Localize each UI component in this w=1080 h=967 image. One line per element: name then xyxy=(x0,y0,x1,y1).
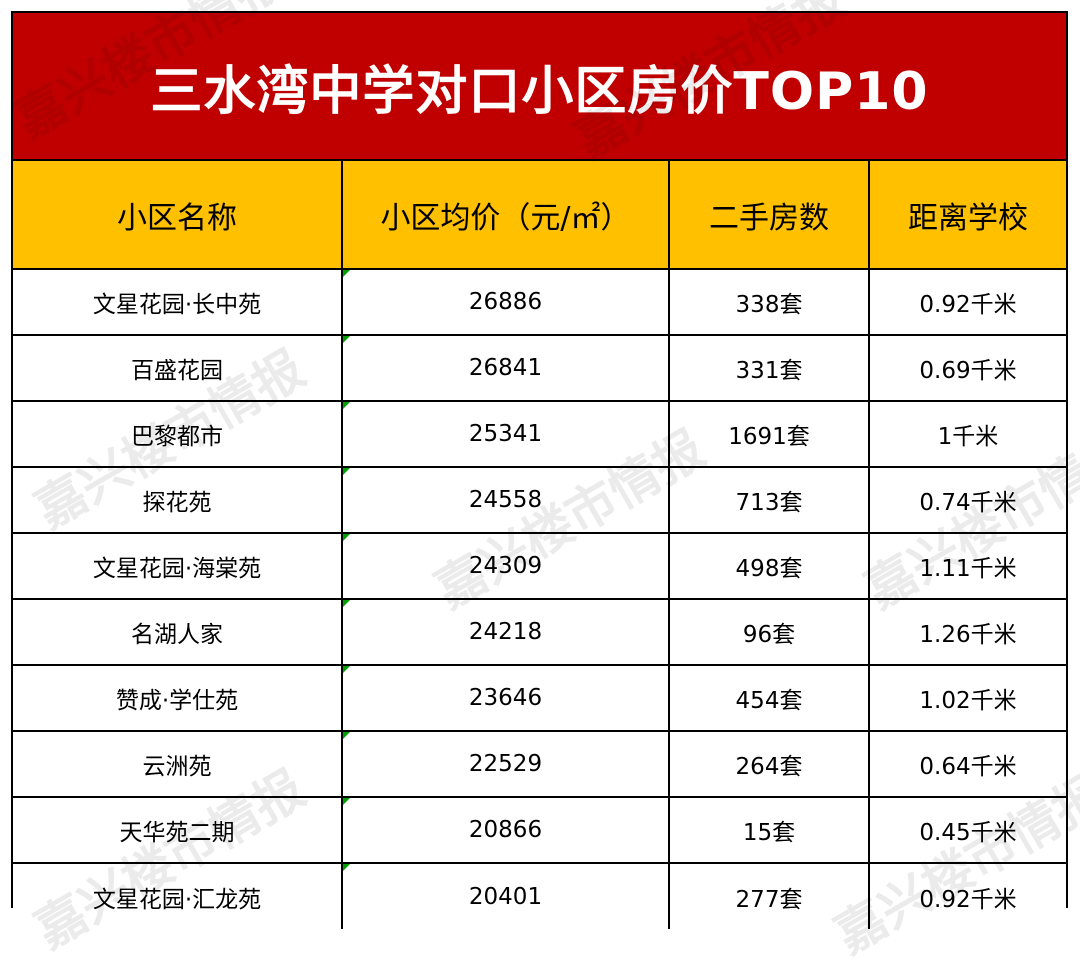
cell-average-price-value: 24218 xyxy=(468,619,543,645)
table-row: 文星花园·长中苑 26886 338套 0.92千米 xyxy=(13,268,1066,336)
cell-distance: 0.64千米 xyxy=(868,730,1066,798)
green-triangle-marker xyxy=(343,534,350,541)
price-table: 小区名称 小区均价（元/㎡） 二手房数 距离学校 文星花园·长中苑 26886 … xyxy=(13,161,1066,929)
table-row: 天华苑二期 20866 15套 0.45千米 xyxy=(13,796,1066,864)
cell-listing-count: 15套 xyxy=(668,796,870,864)
cell-community-name: 百盛花园 xyxy=(13,334,343,402)
green-triangle-marker xyxy=(343,600,350,607)
cell-community-name: 名湖人家 xyxy=(13,598,343,666)
cell-distance: 1.02千米 xyxy=(868,664,1066,732)
table-row: 巴黎都市 25341 1691套 1千米 xyxy=(13,400,1066,468)
cell-distance: 1千米 xyxy=(868,400,1066,468)
cell-distance: 0.92千米 xyxy=(868,862,1066,929)
cell-average-price-value: 20401 xyxy=(468,883,543,910)
cell-distance: 0.74千米 xyxy=(868,466,1066,534)
green-triangle-marker xyxy=(343,336,350,343)
cell-average-price-value: 23646 xyxy=(468,685,543,711)
table-row: 名湖人家 24218 96套 1.26千米 xyxy=(13,598,1066,666)
cell-average-price-value: 22529 xyxy=(468,751,543,777)
cell-community-name: 文星花园·长中苑 xyxy=(13,268,343,336)
cell-average-price: 26886 xyxy=(341,268,670,336)
green-triangle-marker xyxy=(343,402,350,409)
cell-average-price-value: 25341 xyxy=(468,421,543,447)
header-average-price: 小区均价（元/㎡） xyxy=(341,161,670,270)
header-community-name: 小区名称 xyxy=(13,161,343,270)
header-listing-count: 二手房数 xyxy=(668,161,870,270)
cell-community-name: 天华苑二期 xyxy=(13,796,343,864)
cell-average-price: 24309 xyxy=(341,532,670,600)
cell-listing-count: 454套 xyxy=(668,664,870,732)
table-row: 文星花园·汇龙苑 20401 277套 0.92千米 xyxy=(13,862,1066,929)
cell-distance: 1.26千米 xyxy=(868,598,1066,666)
cell-average-price-value: 24309 xyxy=(468,553,543,579)
cell-listing-count: 713套 xyxy=(668,466,870,534)
table-row: 赞成·学仕苑 23646 454套 1.02千米 xyxy=(13,664,1066,732)
cell-average-price: 22529 xyxy=(341,730,670,798)
table-row: 百盛花园 26841 331套 0.69千米 xyxy=(13,334,1066,402)
cell-community-name: 文星花园·海棠苑 xyxy=(13,532,343,600)
cell-listing-count: 498套 xyxy=(668,532,870,600)
cell-average-price: 24218 xyxy=(341,598,670,666)
cell-average-price-value: 24558 xyxy=(468,487,543,513)
cell-listing-count: 277套 xyxy=(668,862,870,929)
table-title: 三水湾中学对口小区房价TOP10 xyxy=(150,61,929,122)
cell-community-name: 文星花园·汇龙苑 xyxy=(13,862,343,929)
title-bar: 三水湾中学对口小区房价TOP10 xyxy=(13,13,1066,161)
cell-community-name: 赞成·学仕苑 xyxy=(13,664,343,732)
green-triangle-marker xyxy=(343,666,350,673)
green-triangle-marker xyxy=(343,732,350,739)
cell-average-price: 26841 xyxy=(341,334,670,402)
cell-average-price: 20866 xyxy=(341,796,670,864)
price-table-sheet: 三水湾中学对口小区房价TOP10 小区名称 小区均价（元/㎡） 二手房数 距离学… xyxy=(11,11,1068,929)
green-triangle-marker xyxy=(343,468,350,475)
table-row: 云洲苑 22529 264套 0.64千米 xyxy=(13,730,1066,798)
cell-distance: 0.45千米 xyxy=(868,796,1066,864)
cell-community-name: 云洲苑 xyxy=(13,730,343,798)
cell-average-price-value: 26841 xyxy=(468,355,543,381)
cell-average-price: 24558 xyxy=(341,466,670,534)
cell-distance: 0.92千米 xyxy=(868,268,1066,336)
table-row: 探花苑 24558 713套 0.74千米 xyxy=(13,466,1066,534)
cell-distance: 0.69千米 xyxy=(868,334,1066,402)
green-triangle-marker xyxy=(343,864,350,871)
table-row: 文星花园·海棠苑 24309 498套 1.11千米 xyxy=(13,532,1066,600)
cell-listing-count: 1691套 xyxy=(668,400,870,468)
cell-community-name: 巴黎都市 xyxy=(13,400,343,468)
cell-community-name: 探花苑 xyxy=(13,466,343,534)
cell-listing-count: 264套 xyxy=(668,730,870,798)
cell-average-price: 23646 xyxy=(341,664,670,732)
header-row: 小区名称 小区均价（元/㎡） 二手房数 距离学校 xyxy=(13,161,1066,270)
cell-average-price-value: 26886 xyxy=(468,289,543,315)
cell-distance: 1.11千米 xyxy=(868,532,1066,600)
cell-average-price-value: 20866 xyxy=(468,817,543,843)
header-distance: 距离学校 xyxy=(868,161,1066,270)
green-triangle-marker xyxy=(343,270,350,277)
cell-listing-count: 338套 xyxy=(668,268,870,336)
cell-listing-count: 96套 xyxy=(668,598,870,666)
green-triangle-marker xyxy=(343,798,350,805)
cell-average-price: 25341 xyxy=(341,400,670,468)
cell-average-price: 20401 xyxy=(341,862,670,929)
cell-listing-count: 331套 xyxy=(668,334,870,402)
